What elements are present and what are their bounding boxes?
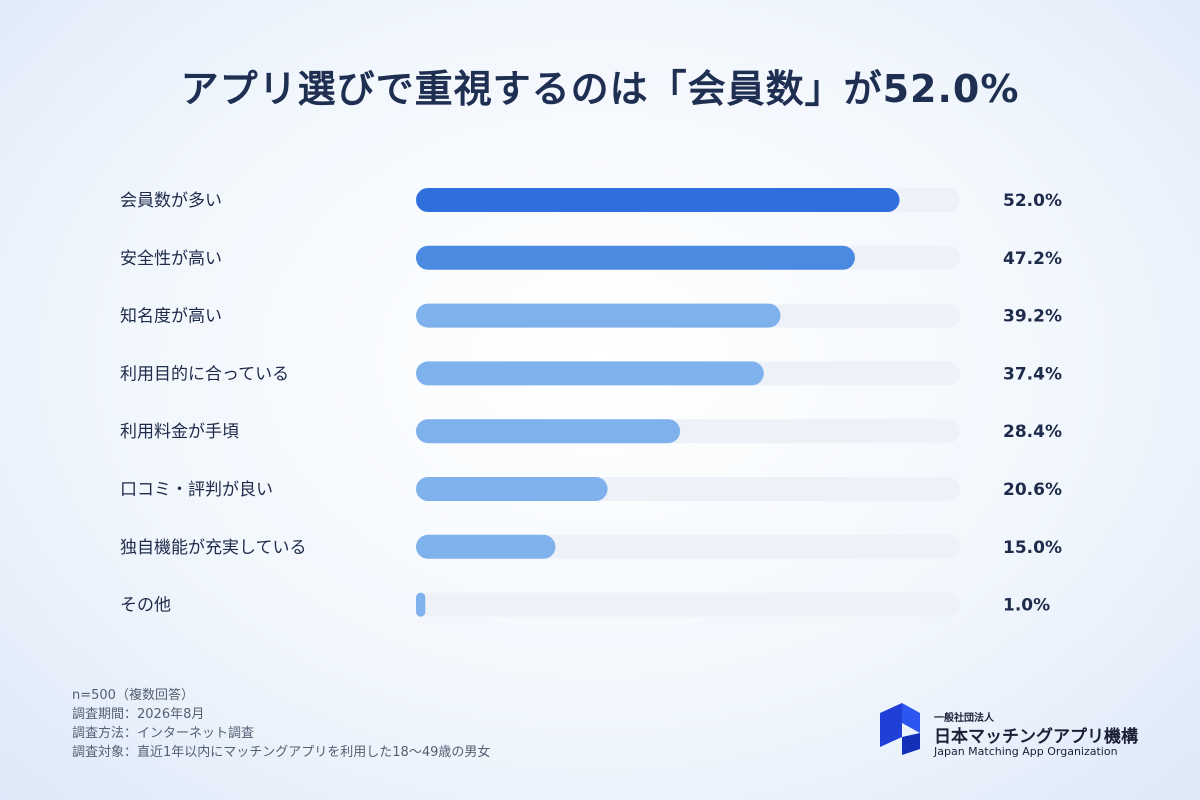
survey-notes: n=500（複数回答） 調査期間：2026年8月 調査方法：インターネット調査 … (72, 686, 490, 762)
category-label: 利用料金が手頃 (120, 422, 239, 442)
category-label: 利用目的に合っている (120, 364, 289, 384)
logo-name: 日本マッチングアプリ機構 (934, 727, 1138, 747)
note-period: 調査期間：2026年8月 (72, 707, 205, 722)
organization-logo: 一般社団法人 日本マッチングアプリ機構 Japan Matching App O… (876, 703, 1156, 759)
bar-chart: 会員数が多い 52.0% 安全性が高い 47.2% 知名度が高い 39.2% 利用目的に合っ… (120, 188, 1062, 617)
category-label: 独自機能が充実している (120, 538, 307, 558)
bar (416, 303, 781, 328)
bar (416, 419, 681, 444)
category-label: 安全性が高い (120, 249, 222, 269)
value-label: 15.0% (1003, 538, 1062, 558)
logo-english-name: Japan Matching App Organization (934, 745, 1118, 758)
bar (416, 188, 900, 212)
value-label: 47.2% (1003, 249, 1062, 269)
value-label: 28.4% (1003, 422, 1062, 442)
bar (416, 245, 855, 270)
value-label: 20.6% (1003, 480, 1062, 500)
note-method: 調査方法：インターネット調査 (72, 726, 255, 741)
bar (416, 477, 608, 501)
note-target: 調査対象：直近1年以内にマッチングアプリを利用した18〜49歳の男女 (72, 745, 491, 760)
category-label: 会員数が多い (120, 191, 222, 211)
bar (416, 534, 556, 559)
category-label: 口コミ・評判が良い (120, 480, 273, 500)
chart-title: アプリ選びで重視するのは「会員数」が52.0% (180, 67, 1020, 111)
bar (416, 592, 426, 617)
bar (416, 361, 764, 386)
value-label: 52.0% (1003, 191, 1062, 211)
category-label: 知名度が高い (120, 307, 222, 327)
organization-logo-icon (880, 703, 920, 755)
category-label: その他 (120, 596, 171, 616)
value-label: 1.0% (1003, 596, 1050, 616)
value-label: 39.2% (1003, 307, 1062, 327)
note-sample: n=500（複数回答） (72, 688, 194, 703)
logo-subtitle: 一般社団法人 (934, 713, 994, 724)
bar-track (416, 592, 960, 617)
value-label: 37.4% (1003, 364, 1062, 384)
